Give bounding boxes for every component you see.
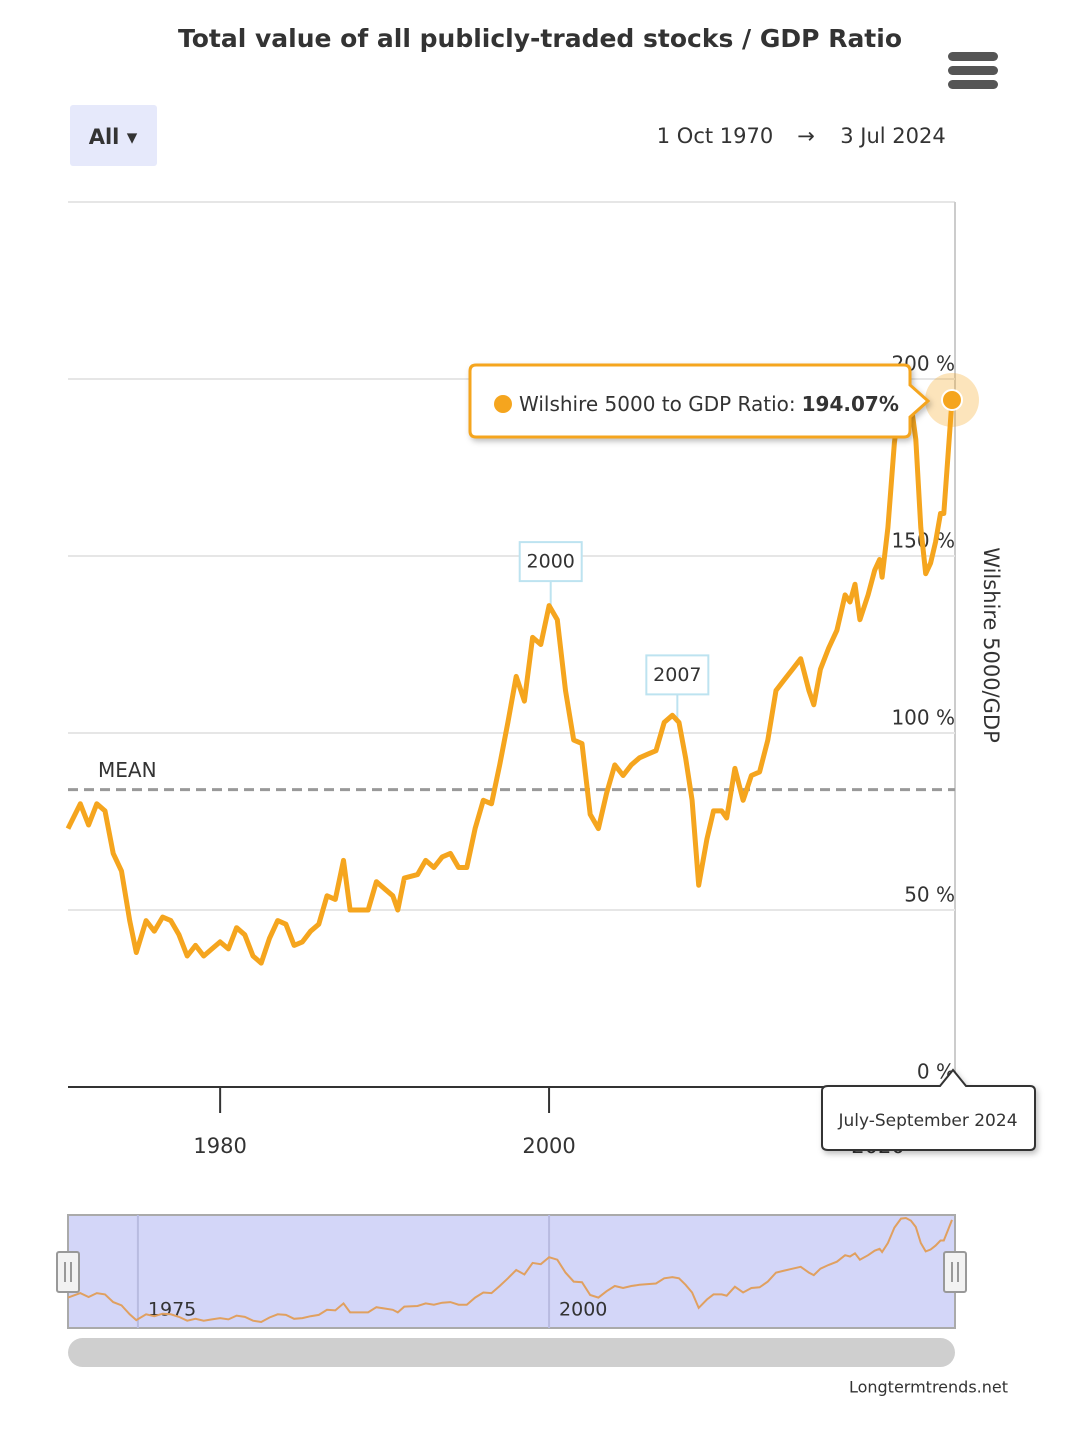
x-tick-label: 2000	[522, 1134, 575, 1158]
navigator-line	[67, 1216, 953, 1324]
scrollbar[interactable]	[68, 1338, 955, 1367]
handle-body	[56, 1251, 80, 1293]
tooltip-value: 194.07%	[802, 392, 899, 416]
menu-bar	[948, 52, 998, 61]
button-label: All ▾	[89, 125, 138, 149]
y-axis-title: Wilshire 5000/GDP	[979, 547, 1003, 742]
menu-icon[interactable]	[948, 52, 998, 89]
y-tick-label: 50 %	[904, 883, 955, 907]
tooltip-series-label: Wilshire 5000 to GDP Ratio:	[519, 392, 796, 416]
date-from[interactable]: 1 Oct 1970	[657, 124, 773, 148]
date-arrow: →	[797, 124, 815, 148]
range-button[interactable]: All ▾	[70, 105, 157, 166]
menu-bar	[948, 66, 998, 75]
tooltip-swatch	[494, 395, 512, 413]
date-to[interactable]: 3 Jul 2024	[840, 124, 946, 148]
handle-body	[943, 1251, 967, 1293]
chart-title: Total value of all publicly-traded stock…	[178, 24, 902, 53]
y-tick-label: 100 %	[891, 706, 955, 730]
date-tooltip-box	[821, 1068, 1036, 1151]
credit[interactable]: Longtermtrends.net	[849, 1378, 1008, 1397]
navigator-tick-label: 2000	[559, 1299, 607, 1321]
navigator-handle[interactable]	[56, 1251, 80, 1293]
date-tooltip-label: July-September 2024	[837, 1111, 1017, 1131]
navigator-bg	[67, 1214, 956, 1329]
menu-bar	[948, 80, 998, 89]
navigator-tick-label: 1975	[148, 1299, 196, 1321]
series-line	[65, 387, 955, 966]
annotation-label: 2007	[653, 664, 701, 686]
navigator-handle[interactable]	[943, 1251, 967, 1293]
annotation-label: 2000	[527, 551, 575, 573]
hover-point	[941, 388, 963, 411]
annotation-box	[518, 541, 583, 583]
tooltip-box	[468, 363, 931, 439]
mean-label: MEAN	[98, 758, 157, 782]
x-tick-label: 1980	[193, 1134, 246, 1158]
button-bg	[70, 105, 157, 166]
tooltip-text: Wilshire 5000 to GDP Ratio: 194.07%	[519, 392, 899, 416]
value-tooltip: Wilshire 5000 to GDP Ratio: 194.07%	[468, 363, 931, 439]
annotation-box	[645, 654, 710, 696]
